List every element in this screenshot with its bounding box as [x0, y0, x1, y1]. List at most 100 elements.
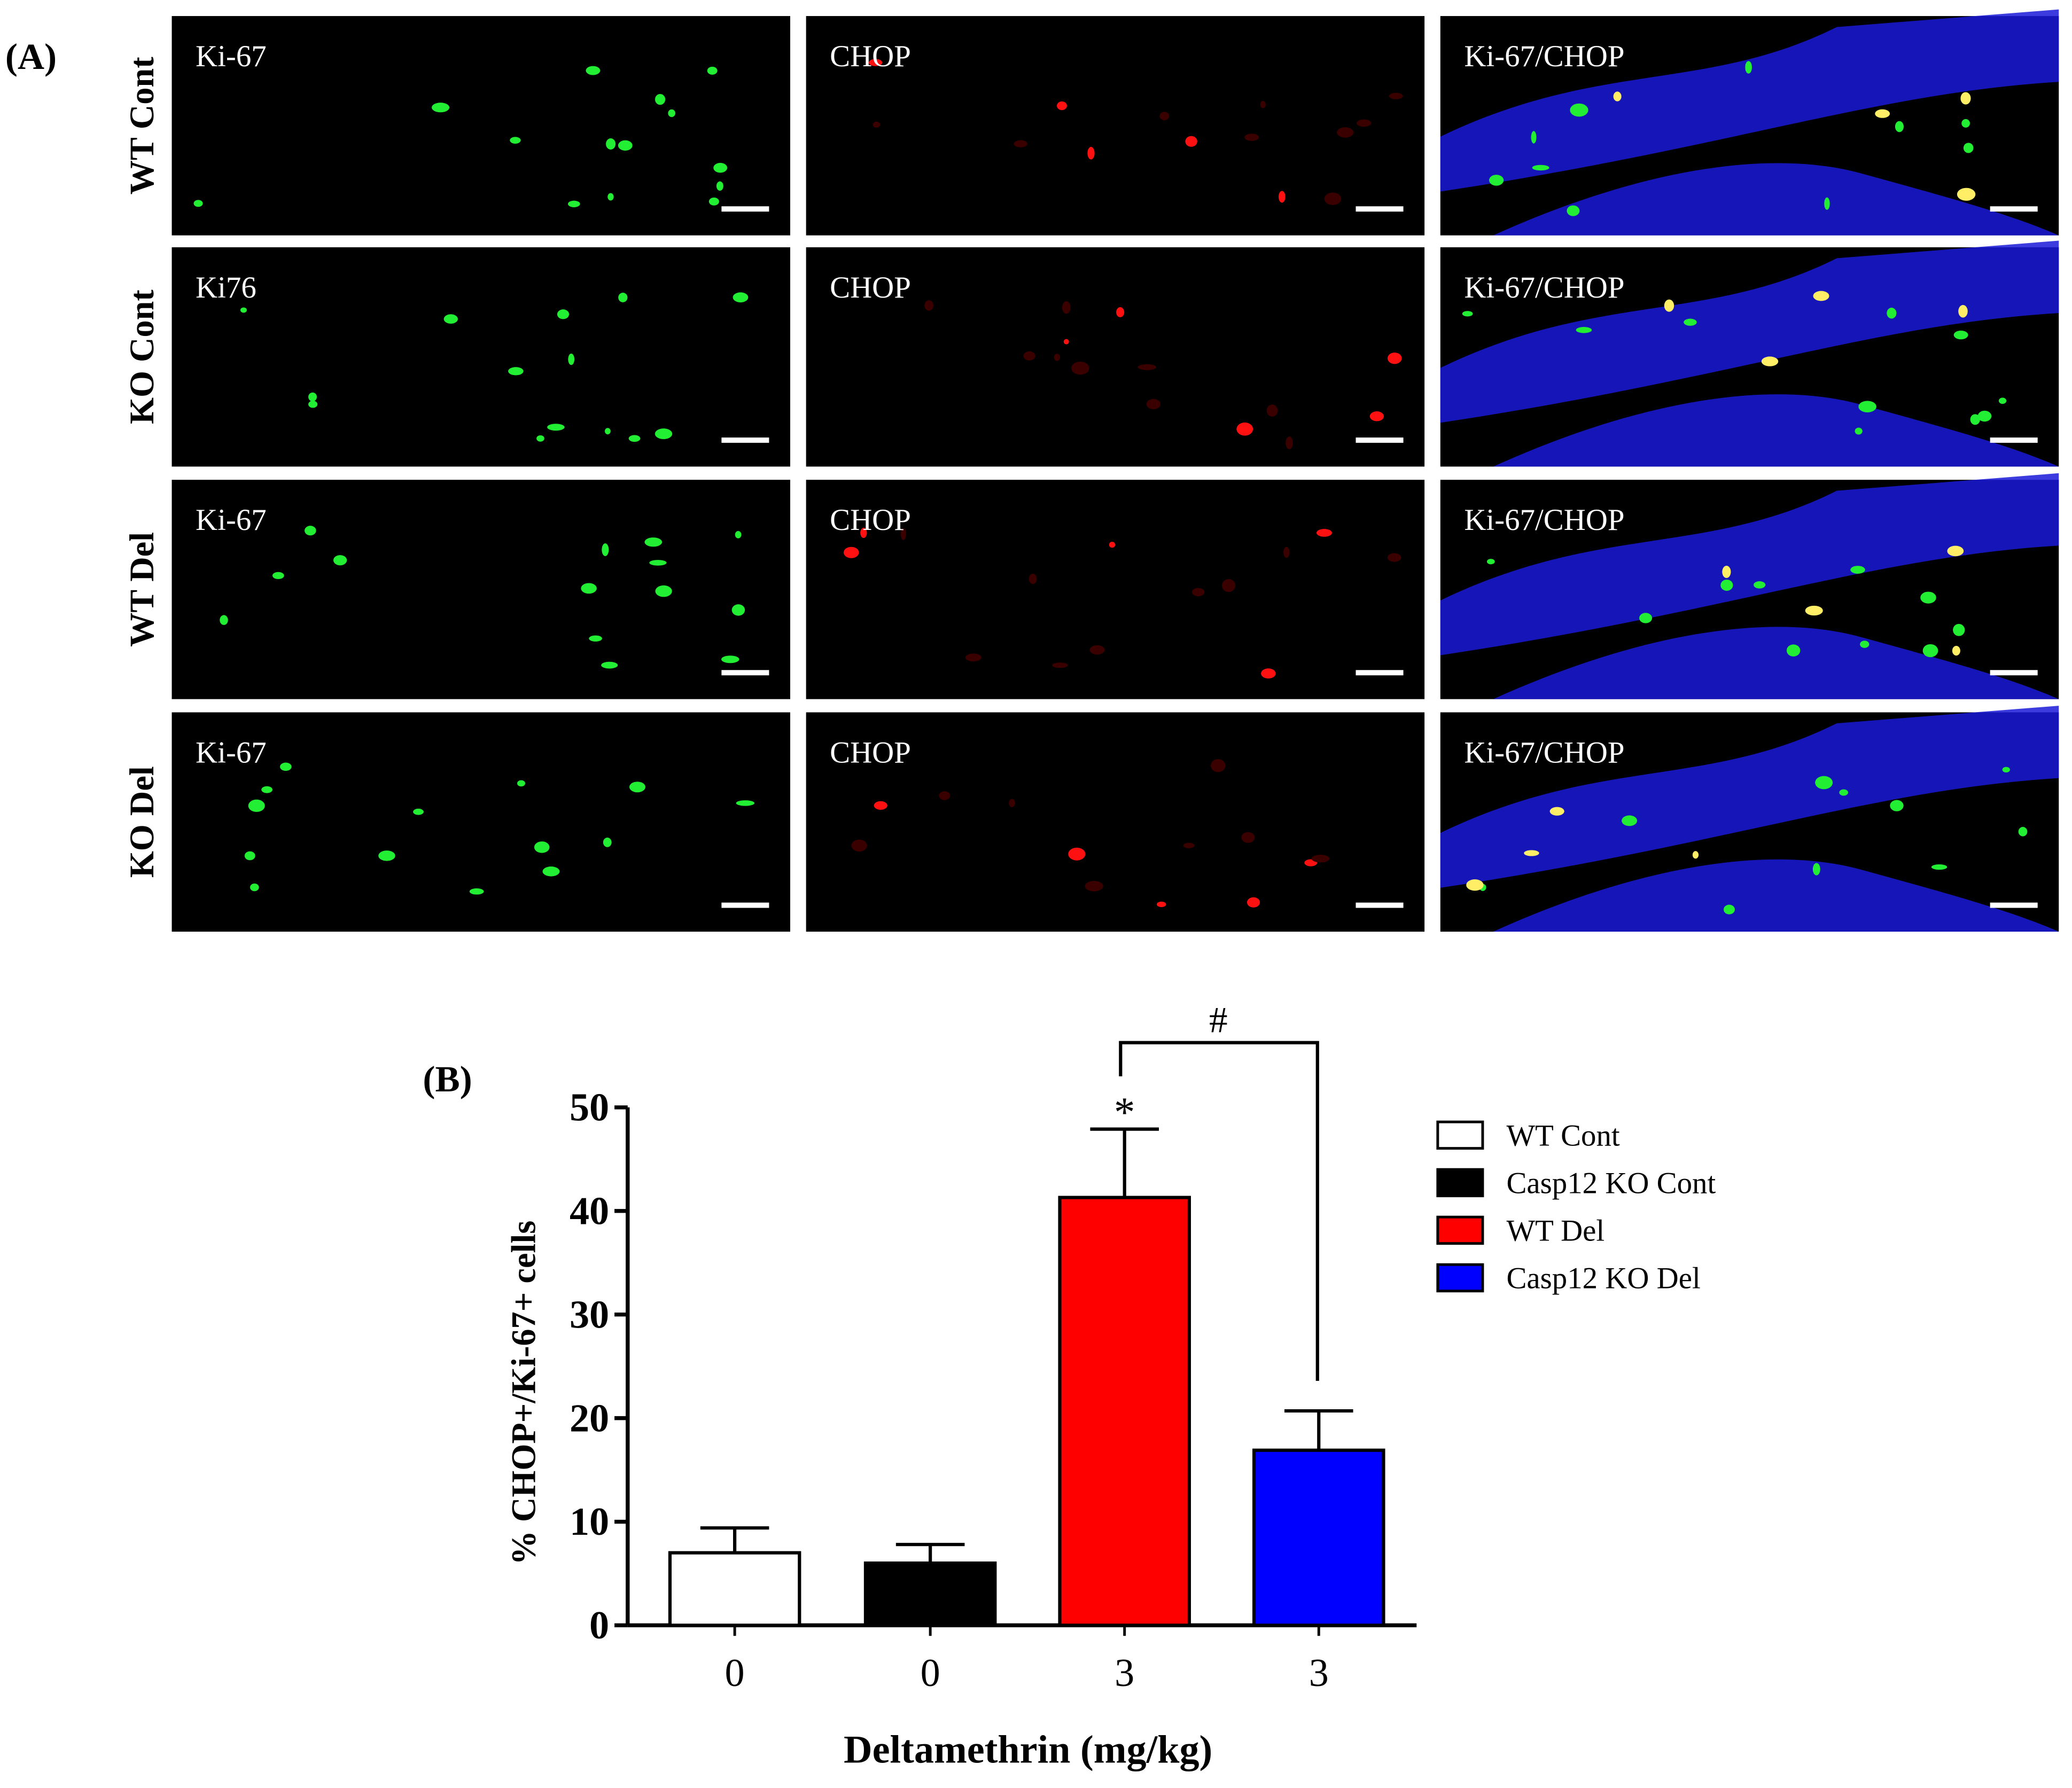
micrograph: Ki-67: [172, 480, 790, 699]
scale-bar: [1990, 670, 2038, 676]
cell: [603, 837, 612, 847]
micrograph-background: [172, 16, 790, 236]
cell: [1260, 100, 1266, 108]
micrograph-background: [172, 712, 790, 932]
scale-bar: [1990, 438, 2038, 443]
cell: [1953, 623, 1965, 636]
panel-caption: Ki-67: [196, 736, 267, 769]
cell: [869, 59, 883, 66]
scale-bar: [721, 206, 769, 212]
micrograph-background: [806, 712, 1425, 932]
cell: [2018, 826, 2028, 837]
cell: [1532, 165, 1549, 171]
cell: [1963, 143, 1974, 153]
cell: [469, 888, 484, 895]
scale-bar: [1356, 438, 1404, 443]
cell: [1109, 542, 1116, 548]
y-axis-label: % CHOP+/Ki-67+ cells: [505, 1221, 543, 1565]
cell: [308, 392, 317, 402]
cell: [1920, 591, 1936, 604]
cell: [1745, 61, 1752, 74]
micrograph-background: [172, 247, 790, 467]
cell: [240, 307, 247, 313]
cell: [1279, 191, 1286, 203]
cell: [708, 197, 719, 206]
cell: [1009, 799, 1015, 807]
cell: [568, 353, 575, 365]
bar: [668, 1551, 801, 1627]
panel-caption: CHOP: [830, 271, 911, 304]
cell: [716, 181, 723, 191]
legend-label: Casp12 KO Del: [1506, 1262, 1700, 1295]
cell: [1692, 851, 1699, 859]
cell: [1850, 566, 1865, 574]
cell: [1722, 565, 1731, 578]
cell: [655, 428, 673, 440]
cell: [1723, 904, 1735, 915]
cell: [843, 546, 859, 558]
cell: [1247, 897, 1260, 908]
micrograph: Ki-67/CHOP: [1440, 240, 2059, 467]
cell: [1185, 136, 1197, 147]
significance-hash: #: [1209, 999, 1228, 1040]
cell: [628, 435, 641, 442]
cell: [1159, 112, 1170, 121]
legend-label: WT Cont: [1506, 1119, 1619, 1153]
cell: [508, 367, 524, 376]
cell: [1977, 410, 1992, 422]
micrograph-background: [172, 480, 790, 699]
row-label: WT Del: [123, 532, 161, 647]
bar: [863, 1561, 997, 1627]
cell: [2002, 767, 2010, 773]
cell: [1389, 92, 1403, 99]
cell: [1068, 847, 1086, 861]
cell: [193, 200, 203, 207]
scale-bar: [1356, 206, 1404, 212]
cell: [1890, 800, 1904, 811]
cell: [1023, 351, 1035, 361]
row-label: KO Del: [123, 766, 161, 878]
cell: [261, 786, 272, 793]
cell: [601, 661, 618, 669]
cell: [1754, 581, 1766, 589]
micrograph-background: [806, 247, 1425, 467]
x-axis-label: Deltamethrin (mg/kg): [844, 1728, 1212, 1772]
cell: [1805, 605, 1823, 616]
micrograph-background: [806, 16, 1425, 236]
micrograph: Ki-67: [172, 16, 790, 236]
panel-caption: CHOP: [830, 736, 911, 769]
cell: [586, 66, 601, 75]
y-tick-label: 30: [570, 1293, 609, 1337]
cell: [736, 800, 755, 806]
cell: [1157, 901, 1166, 908]
cell: [1462, 311, 1473, 317]
tissue-band: [1493, 627, 2059, 699]
cell: [1486, 559, 1495, 565]
cell: [602, 543, 609, 557]
cell: [1489, 175, 1504, 186]
micrograph-background: [806, 480, 1425, 699]
cell: [413, 808, 424, 815]
cell: [1957, 188, 1976, 201]
cell: [567, 200, 580, 207]
cell: [1824, 197, 1830, 210]
cell: [1720, 579, 1733, 591]
panel-label: (A): [5, 36, 57, 77]
cell: [1054, 354, 1060, 361]
cell: [547, 424, 565, 431]
row-label: KO Cont: [123, 290, 161, 424]
cell: [1815, 776, 1833, 790]
cell: [851, 839, 867, 852]
cell: [1813, 291, 1829, 301]
cell: [248, 799, 265, 812]
cell: [649, 560, 667, 566]
cell: [534, 841, 550, 853]
cell: [536, 435, 544, 442]
bar: [1252, 1448, 1385, 1627]
micrograph: CHOP: [806, 16, 1425, 236]
bar: [1058, 1196, 1191, 1627]
cell: [1895, 121, 1904, 132]
cell: [1786, 644, 1801, 657]
cell: [873, 121, 881, 128]
